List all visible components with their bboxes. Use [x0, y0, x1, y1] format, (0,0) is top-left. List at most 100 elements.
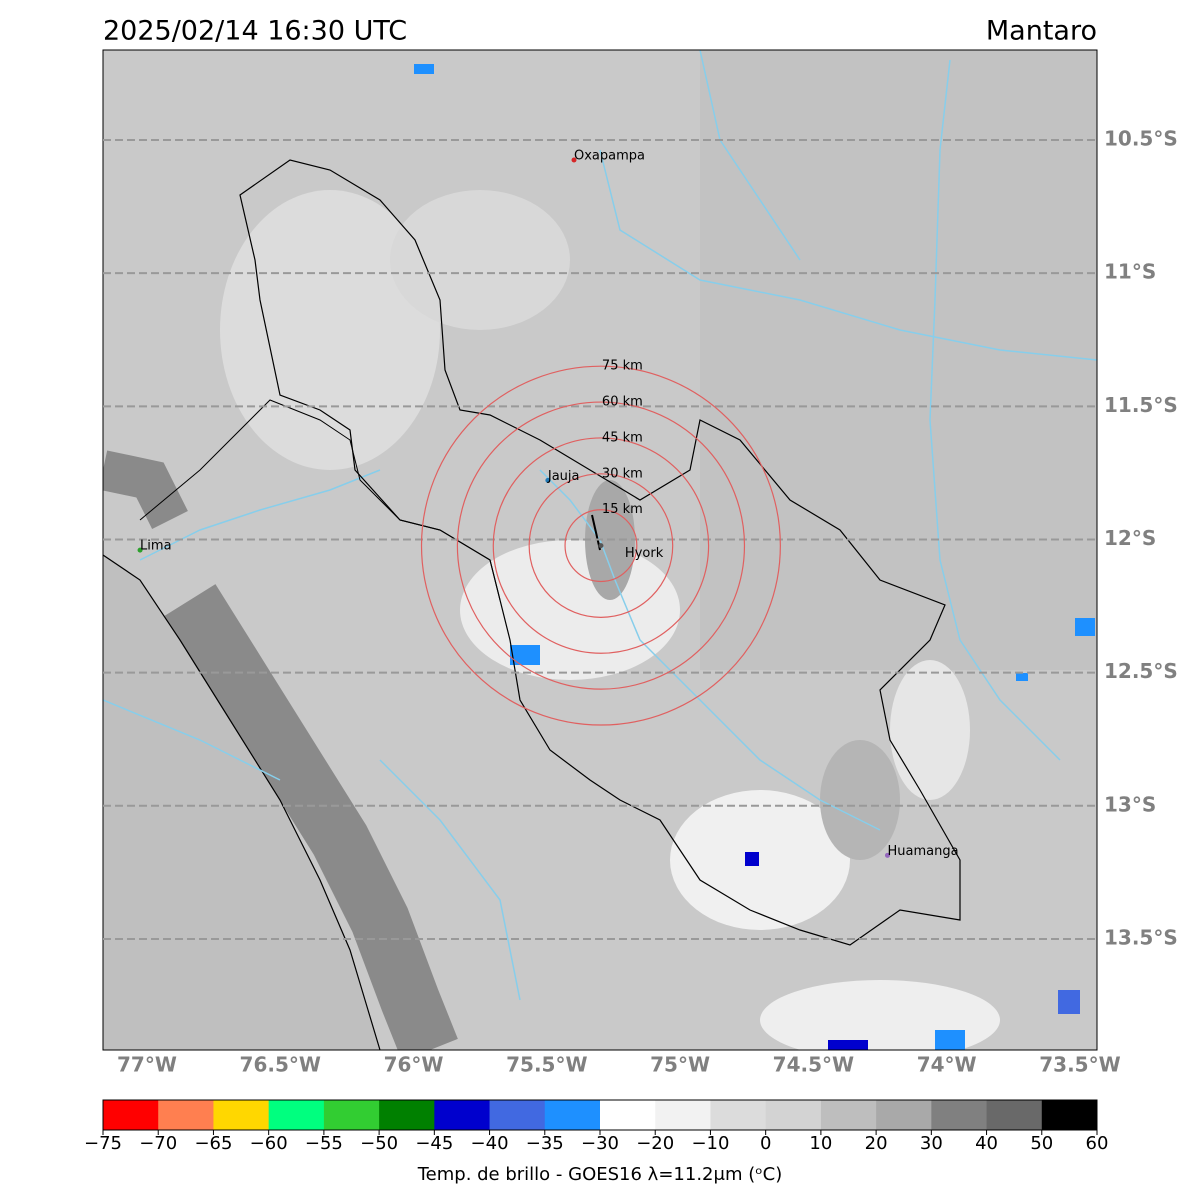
lon-tick-label: 75°W: [650, 1053, 710, 1077]
cold-pixels: [745, 852, 759, 866]
cold-pixels: [828, 1040, 868, 1050]
valley-patch: [820, 740, 900, 860]
range-ring-label: 30 km: [602, 466, 643, 481]
colorbar-tick-label: 0: [760, 1133, 771, 1154]
lat-tick-label: 10.5°S: [1104, 127, 1178, 151]
colorbar-label: Temp. de brillo - GOES16 λ=11.2μm (ᵒC): [417, 1164, 783, 1185]
colorbar-tick-label: −60: [250, 1133, 288, 1154]
colorbar-segment: [710, 1100, 767, 1130]
colorbar-segment: [158, 1100, 214, 1130]
colorbar-segment: [379, 1100, 435, 1130]
overlay: 10.5°S 11°S 11.5°S 12°S 12.5°S 13°S 13.5°S 77°W…: [103, 127, 1178, 1077]
cold-pixels: [414, 64, 434, 74]
lat-tick-label: 11°S: [1104, 260, 1156, 284]
lat-tick-label: 12°S: [1104, 526, 1156, 550]
cold-pixels: [1058, 990, 1080, 1014]
coastal-desert: [164, 584, 458, 1050]
colorbar-tick-label: −30: [581, 1133, 619, 1154]
range-ring-label: 75 km: [602, 359, 643, 374]
colorbar-segment: [323, 1100, 380, 1130]
amazon-background: [700, 50, 1097, 670]
lon-tick-label: 74.5°W: [773, 1053, 854, 1077]
range-ring-label: 15 km: [602, 502, 643, 517]
colorbar-tick-label: −40: [471, 1133, 509, 1154]
place-label: Lima: [140, 539, 171, 554]
place-label: Jauja: [547, 469, 580, 484]
colorbar-tick-label: −10: [691, 1133, 729, 1154]
cloud-patch: [890, 660, 970, 800]
colorbar-tick-label: −45: [415, 1133, 453, 1154]
colorbar-segment: [489, 1100, 546, 1130]
colorbar-tick-label: −20: [636, 1133, 674, 1154]
cloud-patch: [670, 790, 850, 930]
lon-tick-label: 74°W: [917, 1053, 977, 1077]
colorbar-segment: [765, 1100, 822, 1130]
colorbar-segment: [268, 1100, 325, 1130]
colorbar-tick-label: 60: [1086, 1133, 1109, 1154]
basin-outline: [139, 399, 501, 601]
track-line: [591, 514, 601, 551]
range-ring: [492, 437, 710, 654]
colorbar-tick-label: 20: [865, 1133, 888, 1154]
colorbar-segment: [1041, 1100, 1098, 1130]
lat-tick-label: 12.5°S: [1104, 659, 1178, 683]
colorbar-tick-label: 50: [1030, 1133, 1053, 1154]
range-ring: [564, 509, 638, 583]
range-ring-label: 60 km: [602, 395, 643, 410]
colorbar-segment: [820, 1100, 877, 1130]
colorbar-segment: [600, 1100, 656, 1130]
title: 2025/02/14 16:30 UTC: [103, 16, 407, 47]
lat-tick-label: 13.5°S: [1104, 925, 1178, 949]
map-frame: [102, 49, 1098, 1051]
map-imagery: [103, 50, 1097, 1050]
colorbar-segment: [213, 1100, 270, 1130]
cold-pixels: [1016, 673, 1028, 681]
lon-tick-label: 73.5°W: [1039, 1053, 1120, 1077]
place-marker: [598, 543, 604, 549]
colorbar-tick-label: −35: [526, 1133, 564, 1154]
colorbar-tick-label: −75: [84, 1133, 122, 1154]
place-marker: [137, 547, 143, 553]
ocean: [103, 555, 380, 1050]
lat-tick-label: 13°S: [1104, 792, 1156, 816]
colorbar-tick-label: 10: [809, 1133, 832, 1154]
coastline: [103, 554, 381, 1050]
place-label: Hyork: [625, 546, 664, 561]
range-ring: [528, 473, 674, 618]
range-ring-label: 45 km: [602, 430, 643, 445]
lon-tick-label: 76.5°W: [240, 1053, 321, 1077]
colorbar-segment: [655, 1100, 711, 1130]
colorbar-tick-label: 40: [975, 1133, 998, 1154]
range-ring: [456, 401, 746, 690]
colorbar-tick-label: −55: [305, 1133, 343, 1154]
lon-tick-label: 75.5°W: [506, 1053, 587, 1077]
range-ring: [420, 365, 781, 726]
colorbar-segment: [876, 1100, 932, 1130]
rivers: [103, 50, 1097, 1001]
colorbar-segment: [434, 1100, 491, 1130]
cold-pixels: [510, 645, 540, 665]
lon-tick-label: 76°W: [384, 1053, 444, 1077]
colorbar-tick-label: −50: [360, 1133, 398, 1154]
region-name: Mantaro: [986, 16, 1097, 47]
colorbar-segment: [544, 1100, 601, 1130]
coastal-desert: [103, 450, 188, 529]
lon-tick-label: 77°W: [117, 1053, 177, 1077]
place-label: Oxapampa: [574, 148, 645, 163]
cloud-patch: [390, 190, 570, 330]
cold-cloud-tops: [414, 64, 1095, 1050]
colorbar-segment: [986, 1100, 1043, 1130]
colorbar-tick-label: −65: [194, 1133, 232, 1154]
place-marker: [884, 852, 890, 858]
cold-pixels: [1075, 618, 1095, 636]
place-label: Huamanga: [887, 844, 958, 859]
cold-pixels: [935, 1030, 965, 1050]
colorbar-tick-label: 30: [920, 1133, 943, 1154]
colorbar-segment: [931, 1100, 988, 1130]
place-marker: [571, 157, 577, 163]
lat-tick-label: 11.5°S: [1104, 393, 1178, 417]
colorbar-tick-label: −70: [139, 1133, 177, 1154]
cloud-patch: [220, 190, 440, 470]
